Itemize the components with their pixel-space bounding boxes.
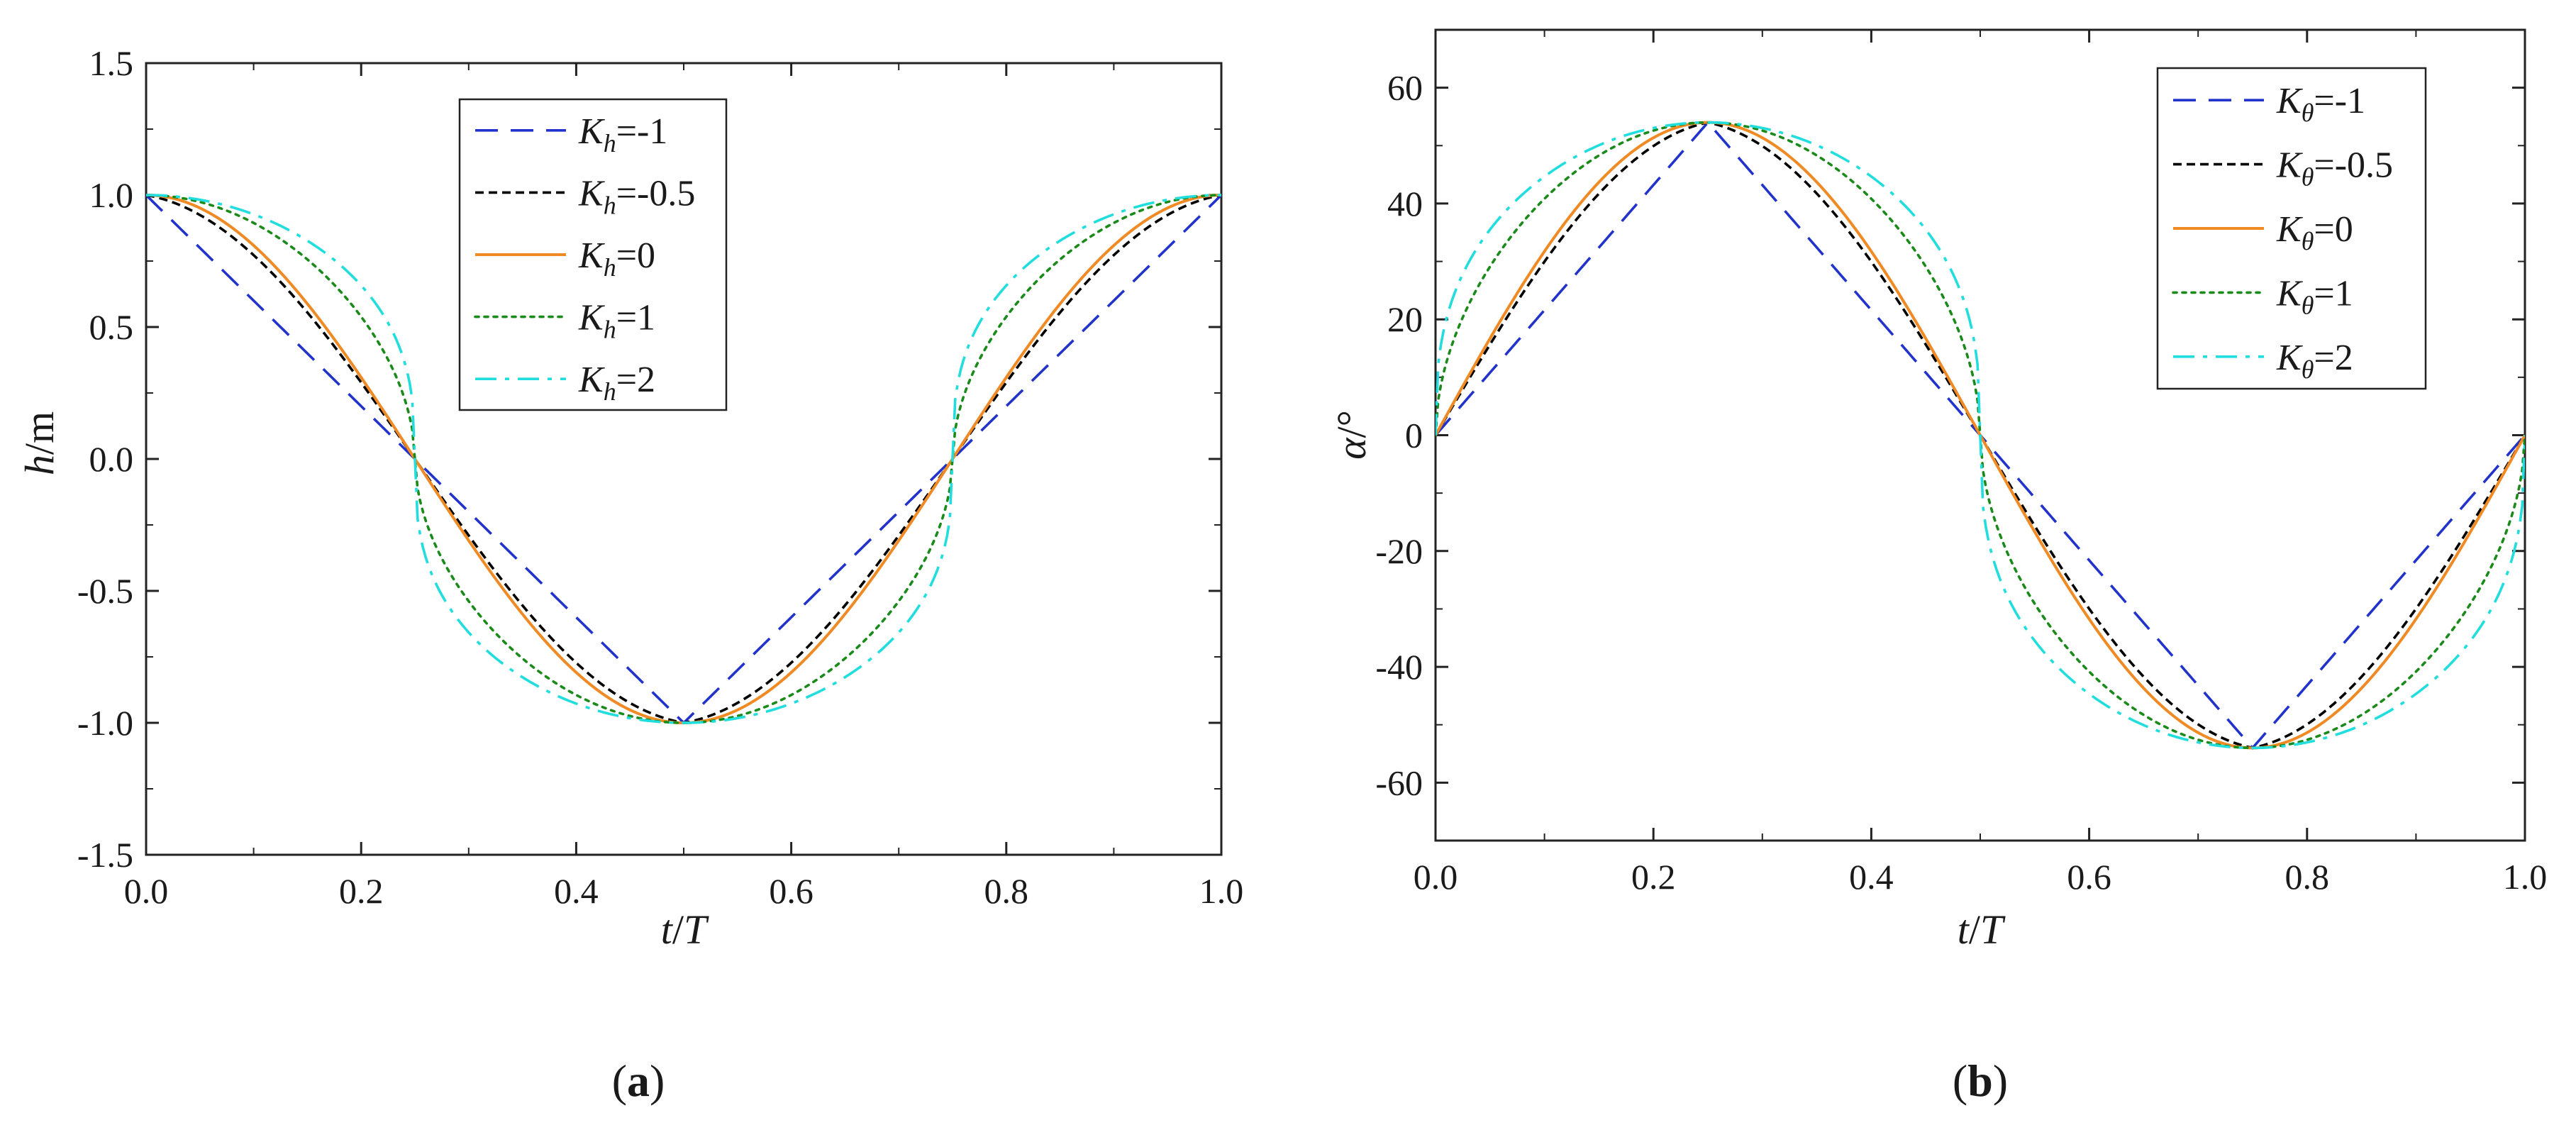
y-tick-label: 0 [1405, 416, 1423, 455]
x-tick-label: 0.6 [2067, 857, 2111, 897]
x-axis-label: t/T [1958, 907, 2006, 953]
y-tick-label: 40 [1387, 184, 1423, 223]
x-tick-label: 0.8 [2285, 857, 2330, 897]
legend-entry: Kθ=0 [2276, 209, 2353, 255]
y-tick-label: 0.0 [89, 439, 134, 479]
legend-entry: Kθ=1 [2276, 273, 2353, 319]
legend-entry: Kθ=-0.5 [2276, 145, 2393, 192]
y-tick-label: -0.5 [77, 571, 133, 611]
x-tick-label: 0.4 [554, 871, 599, 911]
panel-label: (a) [612, 1056, 665, 1106]
chart-panel-a: 0.0 0.2 0.4 0.6 0.8 1.0 -1.5 -1.0 -0.5 0.0 0.5 1.0 1… [16, 43, 1243, 1106]
legend-entry: Kh=1 [578, 298, 655, 344]
legend-entry: Kh=-1 [578, 111, 667, 157]
y-tick-label: 0.5 [89, 307, 134, 347]
panel-label: (b) [1953, 1056, 2008, 1106]
legend: Kh=-1 Kh=-0.5 Kh=0 Kh=1 Kh=2 [458, 98, 728, 411]
series-line-5 [1436, 121, 2525, 750]
series-line-5 [146, 194, 1221, 724]
y-tick-label: -60 [1375, 763, 1423, 802]
legend-entry: Kθ=2 [2276, 338, 2353, 384]
legend-entry: Kθ=-1 [2276, 81, 2365, 127]
y-tick-label: -1.5 [77, 835, 133, 875]
y-axis-label: α/° [1328, 410, 1375, 460]
y-axis-label: h/m [16, 411, 62, 475]
legend: Kθ=-1 Kθ=-0.5 Kθ=0 Kθ=1 Kθ=2 [2156, 67, 2427, 390]
x-tick-label: 0.4 [1849, 857, 1894, 897]
x-tick-label: 0.8 [984, 871, 1029, 911]
x-tick-label: 0.6 [769, 871, 814, 911]
legend-entry: Kh=0 [578, 236, 655, 282]
x-tick-label: 0.0 [124, 871, 169, 911]
y-tick-label: 1.5 [89, 43, 134, 83]
y-tick-label: -40 [1375, 647, 1423, 687]
x-tick-label: 0.2 [339, 871, 384, 911]
y-tick-label: 20 [1387, 299, 1423, 339]
chart-panel-b: 0.0 0.2 0.4 0.6 0.8 1.0 -60 -40 -20 0 20 40 60 t/T α/°… [1328, 28, 2548, 1106]
x-tick-label: 0.0 [1414, 857, 1458, 897]
x-tick-label: 1.0 [2503, 857, 2548, 897]
x-tick-label: 0.2 [1631, 857, 1676, 897]
legend-entry: Kh=2 [578, 360, 655, 406]
y-tick-label: -1.0 [77, 703, 133, 743]
y-tick-label: 60 [1387, 68, 1423, 108]
y-tick-label: -20 [1375, 531, 1423, 571]
x-tick-label: 1.0 [1199, 871, 1244, 911]
legend-entry: Kh=-0.5 [578, 173, 695, 219]
series-line-2 [1436, 121, 2525, 750]
y-tick-label: 1.0 [89, 175, 134, 215]
x-axis-label: t/T [661, 907, 709, 953]
